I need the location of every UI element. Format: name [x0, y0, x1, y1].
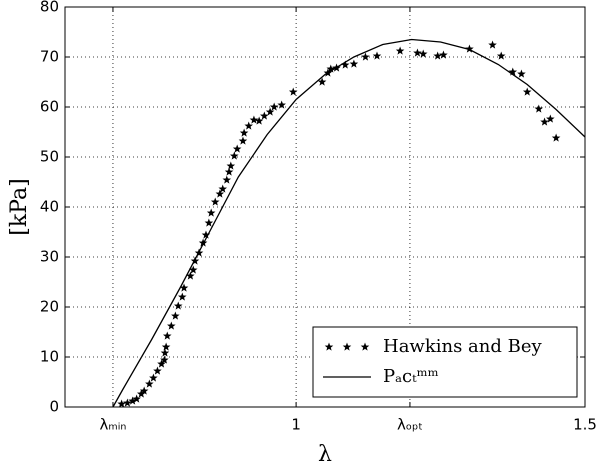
data-point	[496, 51, 506, 60]
data-point	[238, 136, 248, 145]
y-tick-label: 50	[40, 148, 59, 166]
data-point	[149, 373, 158, 382]
data-point	[349, 59, 359, 68]
data-point	[546, 114, 555, 123]
y-tick-label: 30	[40, 248, 59, 266]
data-point	[224, 167, 234, 176]
data-point	[136, 389, 146, 398]
data-point	[198, 238, 208, 247]
y-tick-label: 80	[40, 0, 59, 16]
data-point	[188, 265, 198, 274]
data-point	[179, 283, 189, 292]
legend-marker	[324, 342, 334, 351]
data-point	[277, 100, 286, 109]
x-tick-label: λₒₚₜ	[397, 416, 423, 434]
data-point	[326, 64, 336, 73]
data-point	[361, 52, 370, 61]
data-point	[123, 398, 132, 407]
data-point	[269, 102, 279, 111]
data-point	[230, 151, 239, 160]
data-point	[249, 115, 259, 124]
data-point	[157, 359, 166, 368]
legend-label: Hawkins and Bey	[383, 336, 543, 357]
data-point	[508, 67, 518, 76]
data-point	[288, 87, 298, 96]
data-point	[244, 121, 254, 130]
data-line	[112, 38, 586, 408]
legend-label: Pₐcₜᵐᵐ	[383, 366, 439, 387]
legend-marker	[360, 342, 370, 351]
y-tick-label: 70	[40, 48, 59, 66]
data-point	[265, 107, 275, 116]
data-point	[413, 48, 422, 57]
data-point	[317, 77, 327, 86]
data-point	[204, 218, 214, 227]
data-point	[222, 175, 232, 184]
y-tick-label: 40	[40, 198, 59, 216]
data-point	[145, 379, 154, 388]
data-point	[522, 87, 532, 96]
data-point	[160, 348, 170, 357]
data-point	[534, 104, 544, 113]
data-point	[232, 144, 242, 153]
data-point	[162, 331, 172, 340]
data-point	[117, 399, 126, 408]
data-point	[551, 133, 561, 142]
y-axis-title: [kPa]	[7, 178, 32, 235]
x-axis-title: λ	[318, 442, 332, 467]
data-point	[260, 111, 269, 120]
data-point	[171, 311, 180, 320]
y-tick-label: 20	[40, 298, 59, 316]
data-point	[418, 49, 428, 58]
y-tick-label: 0	[49, 398, 59, 416]
data-point	[239, 128, 249, 137]
data-point	[226, 161, 236, 170]
data-point	[153, 366, 162, 375]
y-tick-label: 10	[40, 348, 59, 366]
data-point	[218, 184, 228, 193]
legend-marker	[342, 342, 352, 351]
data-point	[254, 116, 264, 125]
data-point	[128, 396, 137, 405]
data-point	[340, 60, 350, 69]
data-point	[210, 197, 220, 206]
data-point	[395, 46, 405, 55]
data-point	[160, 355, 169, 364]
data-point	[433, 51, 442, 60]
x-tick-label: 1.5	[573, 416, 597, 434]
data-point	[540, 117, 549, 126]
legend-box	[312, 326, 578, 398]
data-point	[517, 69, 526, 78]
data-point	[161, 342, 171, 351]
data-point	[132, 394, 141, 403]
data-point	[178, 292, 187, 301]
data-point	[206, 208, 216, 217]
data-point	[372, 51, 382, 60]
data-point	[201, 230, 211, 239]
data-point	[173, 301, 183, 310]
data-point	[439, 50, 448, 59]
data-point	[186, 271, 195, 280]
x-tick-label: 1	[291, 416, 301, 434]
plot-frame	[64, 6, 586, 408]
data-point	[167, 321, 176, 330]
data-point	[488, 40, 497, 49]
data-point	[139, 386, 149, 395]
data-point	[215, 189, 225, 198]
data-point	[465, 44, 474, 53]
y-tick-label: 60	[40, 98, 59, 116]
x-tick-label: λₘᵢₙ	[100, 416, 127, 434]
